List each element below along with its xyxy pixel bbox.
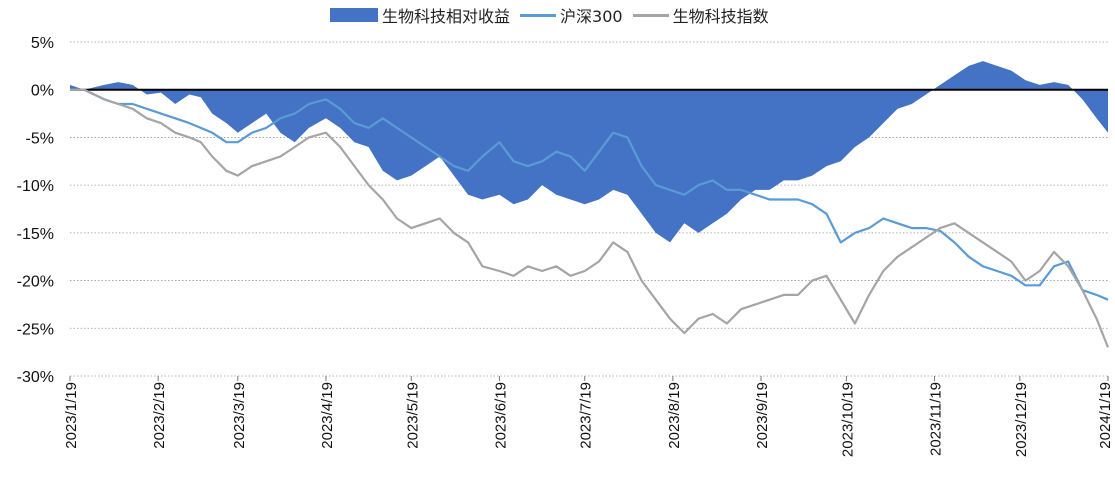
legend-swatch-biotech-index bbox=[632, 13, 669, 17]
xtick-label: 2023/6/19 bbox=[492, 382, 509, 449]
ytick-label: -10% bbox=[17, 178, 54, 195]
xtick-label: 2023/1/19 bbox=[63, 382, 80, 449]
legend-item-relative-return: 生物科技相对收益 bbox=[330, 3, 510, 27]
xtick-label: 2023/7/19 bbox=[578, 382, 595, 449]
xtick-label: 2023/3/19 bbox=[231, 382, 248, 449]
xtick-label: 2023/4/19 bbox=[319, 382, 336, 449]
series-line-biotech-index bbox=[70, 88, 1110, 348]
legend-label-biotech-index: 生物科技指数 bbox=[672, 7, 769, 26]
legend-label-csi300: 沪深300 bbox=[560, 7, 623, 26]
xtick-label: 2023/8/19 bbox=[666, 382, 683, 449]
legend-item-biotech-index: 生物科技指数 bbox=[632, 3, 769, 27]
ytick-label: 5% bbox=[31, 35, 54, 52]
xtick-label: 2023/9/19 bbox=[754, 382, 771, 449]
legend-swatch-csi300 bbox=[520, 13, 557, 17]
xtick-label: 2023/11/19 bbox=[928, 382, 945, 456]
xtick-label: 2023/5/19 bbox=[404, 382, 421, 449]
series-area-relative-return bbox=[70, 61, 1108, 243]
legend: 生物科技相对收益 沪深300 生物科技指数 bbox=[330, 4, 779, 26]
ytick-label: -20% bbox=[17, 274, 54, 291]
legend-swatch-relative-return bbox=[330, 8, 378, 22]
xtick-label: 2023/2/19 bbox=[151, 382, 168, 449]
ytick-label: -25% bbox=[17, 321, 54, 338]
ytick-label: 0% bbox=[31, 83, 54, 100]
ytick-label: -5% bbox=[26, 130, 54, 147]
xtick-label: 2024/1/19 bbox=[1097, 382, 1114, 449]
xtick-label: 2023/10/19 bbox=[839, 382, 856, 457]
legend-item-csi300: 沪深300 bbox=[520, 3, 623, 27]
xtick-label: 2023/12/19 bbox=[1013, 382, 1030, 457]
ytick-label: -15% bbox=[17, 226, 54, 243]
ytick-label: -30% bbox=[17, 369, 54, 386]
legend-label-relative-return: 生物科技相对收益 bbox=[382, 7, 511, 26]
